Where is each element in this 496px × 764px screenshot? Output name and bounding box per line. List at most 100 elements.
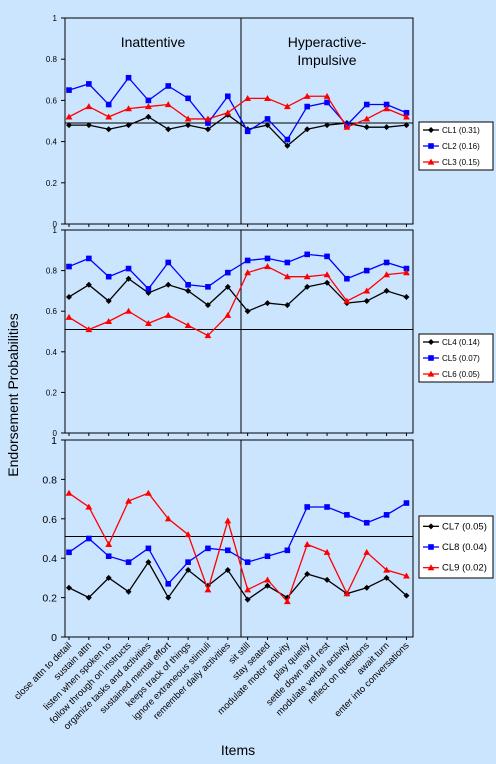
data-point: [383, 259, 390, 266]
legend-label: CL8 (0.04): [442, 542, 487, 553]
data-point: [204, 586, 212, 593]
data-point: [125, 105, 132, 112]
plot-area: [64, 229, 414, 434]
data-point: [363, 519, 370, 526]
legend-marker: [428, 523, 434, 530]
data-point: [264, 94, 271, 101]
data-point: [324, 279, 331, 286]
data-point: [125, 265, 132, 272]
y-tick-label: 0.2: [42, 593, 57, 605]
legend-marker: [427, 158, 435, 165]
data-point: [185, 567, 192, 574]
y-tick-label: 0.4: [42, 553, 57, 565]
data-point: [283, 598, 291, 605]
data-point: [205, 545, 211, 552]
data-point: [204, 332, 212, 339]
data-point: [185, 559, 191, 565]
series-line: [68, 265, 407, 337]
data-point: [65, 489, 73, 496]
data-point: [403, 113, 410, 120]
data-point: [224, 283, 231, 290]
data-point: [303, 92, 311, 99]
data-point: [85, 326, 93, 333]
data-point: [65, 113, 73, 120]
data-point: [283, 273, 291, 280]
data-point: [403, 122, 410, 129]
y-tick-label: 0.2: [46, 388, 58, 397]
data-point: [205, 284, 211, 290]
data-point: [225, 93, 231, 100]
legend-marker: [428, 339, 434, 345]
data-point: [85, 103, 93, 110]
data-point: [264, 576, 271, 583]
data-point: [85, 594, 92, 601]
data-point: [363, 548, 371, 555]
data-point: [164, 311, 172, 318]
data-point: [184, 115, 192, 122]
data-point: [105, 126, 112, 133]
data-point: [403, 572, 410, 579]
data-point: [363, 101, 370, 108]
data-point: [225, 269, 231, 276]
legend-label: CL2 (0.16): [442, 142, 480, 151]
legend: CL4 (0.14) CL5 (0.07) CL6 (0.05): [418, 333, 494, 383]
data-point: [205, 120, 211, 126]
series-line: [68, 95, 407, 128]
data-point: [383, 566, 390, 573]
data-point: [344, 512, 350, 518]
data-point: [363, 124, 370, 131]
data-point: [125, 74, 132, 81]
data-point: [283, 103, 291, 110]
data-point: [85, 281, 92, 288]
data-point: [85, 122, 92, 129]
data-point: [224, 567, 231, 574]
y-tick-label: 0.6: [42, 514, 57, 526]
legend-label: CL3 (0.15): [442, 158, 480, 167]
legend-marker: [427, 564, 435, 571]
data-point: [383, 287, 390, 294]
panel-bottom: 0 0.2 0.4 0.6 0.8 1 CL7 (0.05) CL8 (0.04) CL9 (0…: [12, 435, 494, 732]
data-point: [66, 122, 72, 129]
data-point: [363, 298, 370, 305]
data-point: [105, 298, 112, 305]
data-point: [165, 594, 172, 601]
data-point: [125, 307, 132, 314]
data-point: [165, 281, 172, 288]
legend: CL7 (0.05) CL8 (0.04) CL9 (0.02): [418, 515, 494, 579]
x-axis-title: Items: [221, 742, 255, 758]
data-point: [66, 263, 72, 270]
data-point: [145, 103, 152, 110]
plot-area: [64, 439, 414, 638]
y-tick-label: 1: [53, 14, 58, 23]
data-point: [344, 275, 350, 282]
data-point: [284, 136, 291, 143]
data-point: [363, 287, 371, 294]
y-tick-label: 0.2: [46, 179, 58, 188]
legend-label: CL9 (0.02): [442, 563, 487, 574]
data-point: [244, 308, 251, 315]
series: [65, 489, 410, 605]
data-point: [224, 311, 232, 318]
data-point: [185, 95, 191, 102]
data-point: [343, 123, 351, 130]
data-point: [165, 83, 172, 89]
data-point: [383, 512, 390, 518]
series: [65, 92, 410, 130]
y-tick-label: 0.4: [46, 138, 58, 147]
data-point: [244, 269, 252, 276]
y-tick-label: 0: [53, 429, 58, 438]
data-point: [105, 541, 113, 548]
data-point: [304, 504, 310, 510]
data-point: [363, 267, 370, 274]
series-line: [68, 492, 407, 603]
data-point: [264, 255, 271, 262]
data-point: [125, 588, 132, 595]
data-point: [284, 142, 291, 149]
data-point: [165, 581, 172, 587]
data-point: [244, 94, 252, 101]
data-point: [125, 122, 132, 129]
series: [65, 263, 410, 339]
data-point: [105, 113, 113, 120]
panels: 0 0.2 0.4 0.6 0.8 1 CL1 (0.31) CL2 (0.16) CL3 (0…: [12, 14, 494, 732]
data-point: [164, 515, 172, 522]
